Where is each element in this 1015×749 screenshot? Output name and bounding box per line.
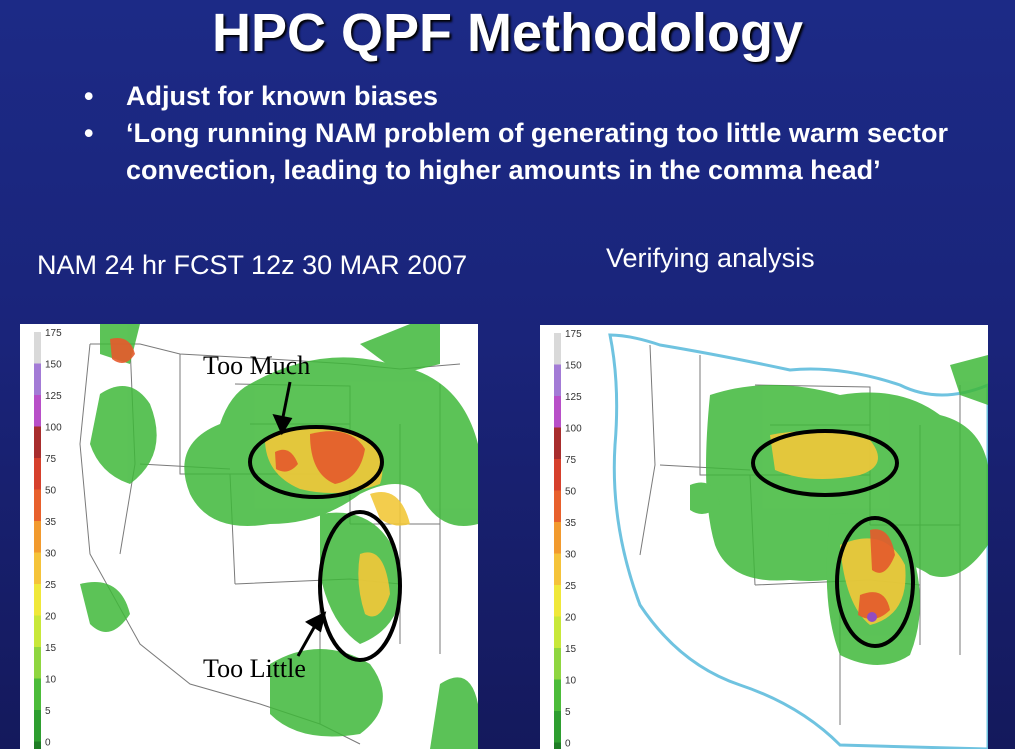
legend-color-step (34, 678, 41, 711)
precip-heavy (858, 529, 895, 622)
annotation-arrows (272, 381, 327, 657)
legend-color-step (554, 396, 561, 429)
legend-color-step (34, 521, 41, 554)
legend-color-step (554, 585, 561, 618)
legend-color-step (554, 742, 561, 749)
comma-head-ellipse (751, 429, 899, 497)
left-map-caption: NAM 24 hr FCST 12z 30 MAR 2007 (37, 250, 468, 280)
legend-color-step (34, 332, 41, 365)
legend-color-step (34, 458, 41, 491)
right-map-caption: Verifying analysis (606, 243, 815, 273)
too-little-arrow (296, 623, 318, 657)
legend-color-step (554, 711, 561, 744)
bullet-text: Adjust for known biases (126, 81, 439, 111)
legend-tick-label: 175 (565, 329, 582, 340)
legend-tick-label: 150 (45, 360, 62, 371)
bullet-text: ‘Long running NAM problem of generating … (126, 118, 949, 185)
legend-color-step (554, 522, 561, 555)
legend-tick-label: 0 (565, 739, 571, 749)
legend-color-step (554, 459, 561, 492)
legend-tick-label: 100 (565, 424, 582, 435)
bullet-marker: • (84, 118, 94, 148)
too-much-arrowhead (272, 413, 293, 436)
legend-tick-label: 30 (565, 550, 577, 561)
legend-color-step (34, 584, 41, 617)
legend-tick-label: 50 (565, 487, 577, 498)
bullet-item: • Adjust for known biases (84, 78, 984, 115)
legend-tick-label: 20 (565, 613, 577, 624)
legend-color-step (34, 395, 41, 428)
nam-forecast-map: 175 150 125 100 75 50 35 30 25 20 15 10 5 0 (20, 324, 478, 749)
verifying-analysis-map: 175 150 125 100 75 50 35 30 25 20 15 10 5 0 (540, 325, 988, 749)
legend-color-step (554, 427, 561, 460)
legend-tick-label: 10 (565, 676, 577, 687)
legend-tick-label: 175 (45, 328, 62, 339)
warm-sector-ellipse (835, 516, 915, 648)
legend-tick-label: 35 (565, 518, 577, 529)
legend-color-step (554, 616, 561, 649)
too-little-arrowhead (305, 611, 327, 633)
legend-tick-label: 20 (45, 612, 57, 623)
too-much-arrow (280, 381, 292, 423)
legend-color-step (34, 615, 41, 648)
legend-tick-label: 0 (45, 738, 51, 749)
precip-light (80, 324, 478, 749)
too-little-ellipse (318, 510, 402, 662)
slide-title: HPC QPF Methodology (212, 3, 803, 63)
legend-color-step (34, 647, 41, 680)
legend-tick-label: 125 (565, 392, 582, 403)
bullet-item: • ‘Long running NAM problem of generatin… (84, 115, 984, 189)
precip-extreme-spot (867, 612, 877, 622)
legend-color-step (34, 363, 41, 396)
legend-color-step (554, 333, 561, 366)
legend-color-step (34, 426, 41, 459)
legend-tick-label: 75 (565, 455, 577, 466)
legend-tick-label: 50 (45, 486, 57, 497)
legend-color-step (34, 741, 41, 749)
legend-tick-label: 25 (565, 581, 577, 592)
coastline-outline (608, 333, 988, 749)
too-much-ellipse (248, 425, 384, 499)
legend-color-step (554, 648, 561, 681)
legend-tick-label: 5 (565, 707, 571, 718)
legend-color-step (554, 679, 561, 712)
legend-tick-label: 75 (45, 454, 57, 465)
precip-heavy (110, 338, 365, 484)
legend-color-step (34, 489, 41, 522)
legend-color-step (34, 710, 41, 743)
legend-tick-label: 25 (45, 580, 57, 591)
legend-color-step (554, 490, 561, 523)
legend-color-step (34, 552, 41, 585)
too-little-label: Too Little (203, 654, 306, 683)
legend-color-step (554, 553, 561, 586)
legend-tick-label: 15 (45, 643, 57, 654)
bullet-list: • Adjust for known biases • ‘Long runnin… (84, 78, 984, 189)
bullet-marker: • (84, 81, 94, 111)
legend-tick-label: 125 (45, 391, 62, 402)
legend-tick-label: 35 (45, 517, 57, 528)
too-much-label: Too Much (203, 351, 311, 380)
legend-tick-label: 30 (45, 549, 57, 560)
legend-tick-label: 10 (45, 675, 57, 686)
legend-tick-label: 5 (45, 706, 51, 717)
legend-color-step (554, 364, 561, 397)
legend-tick-label: 100 (45, 423, 62, 434)
legend-tick-label: 15 (565, 644, 577, 655)
legend-tick-label: 150 (565, 361, 582, 372)
precip-light (690, 355, 988, 665)
